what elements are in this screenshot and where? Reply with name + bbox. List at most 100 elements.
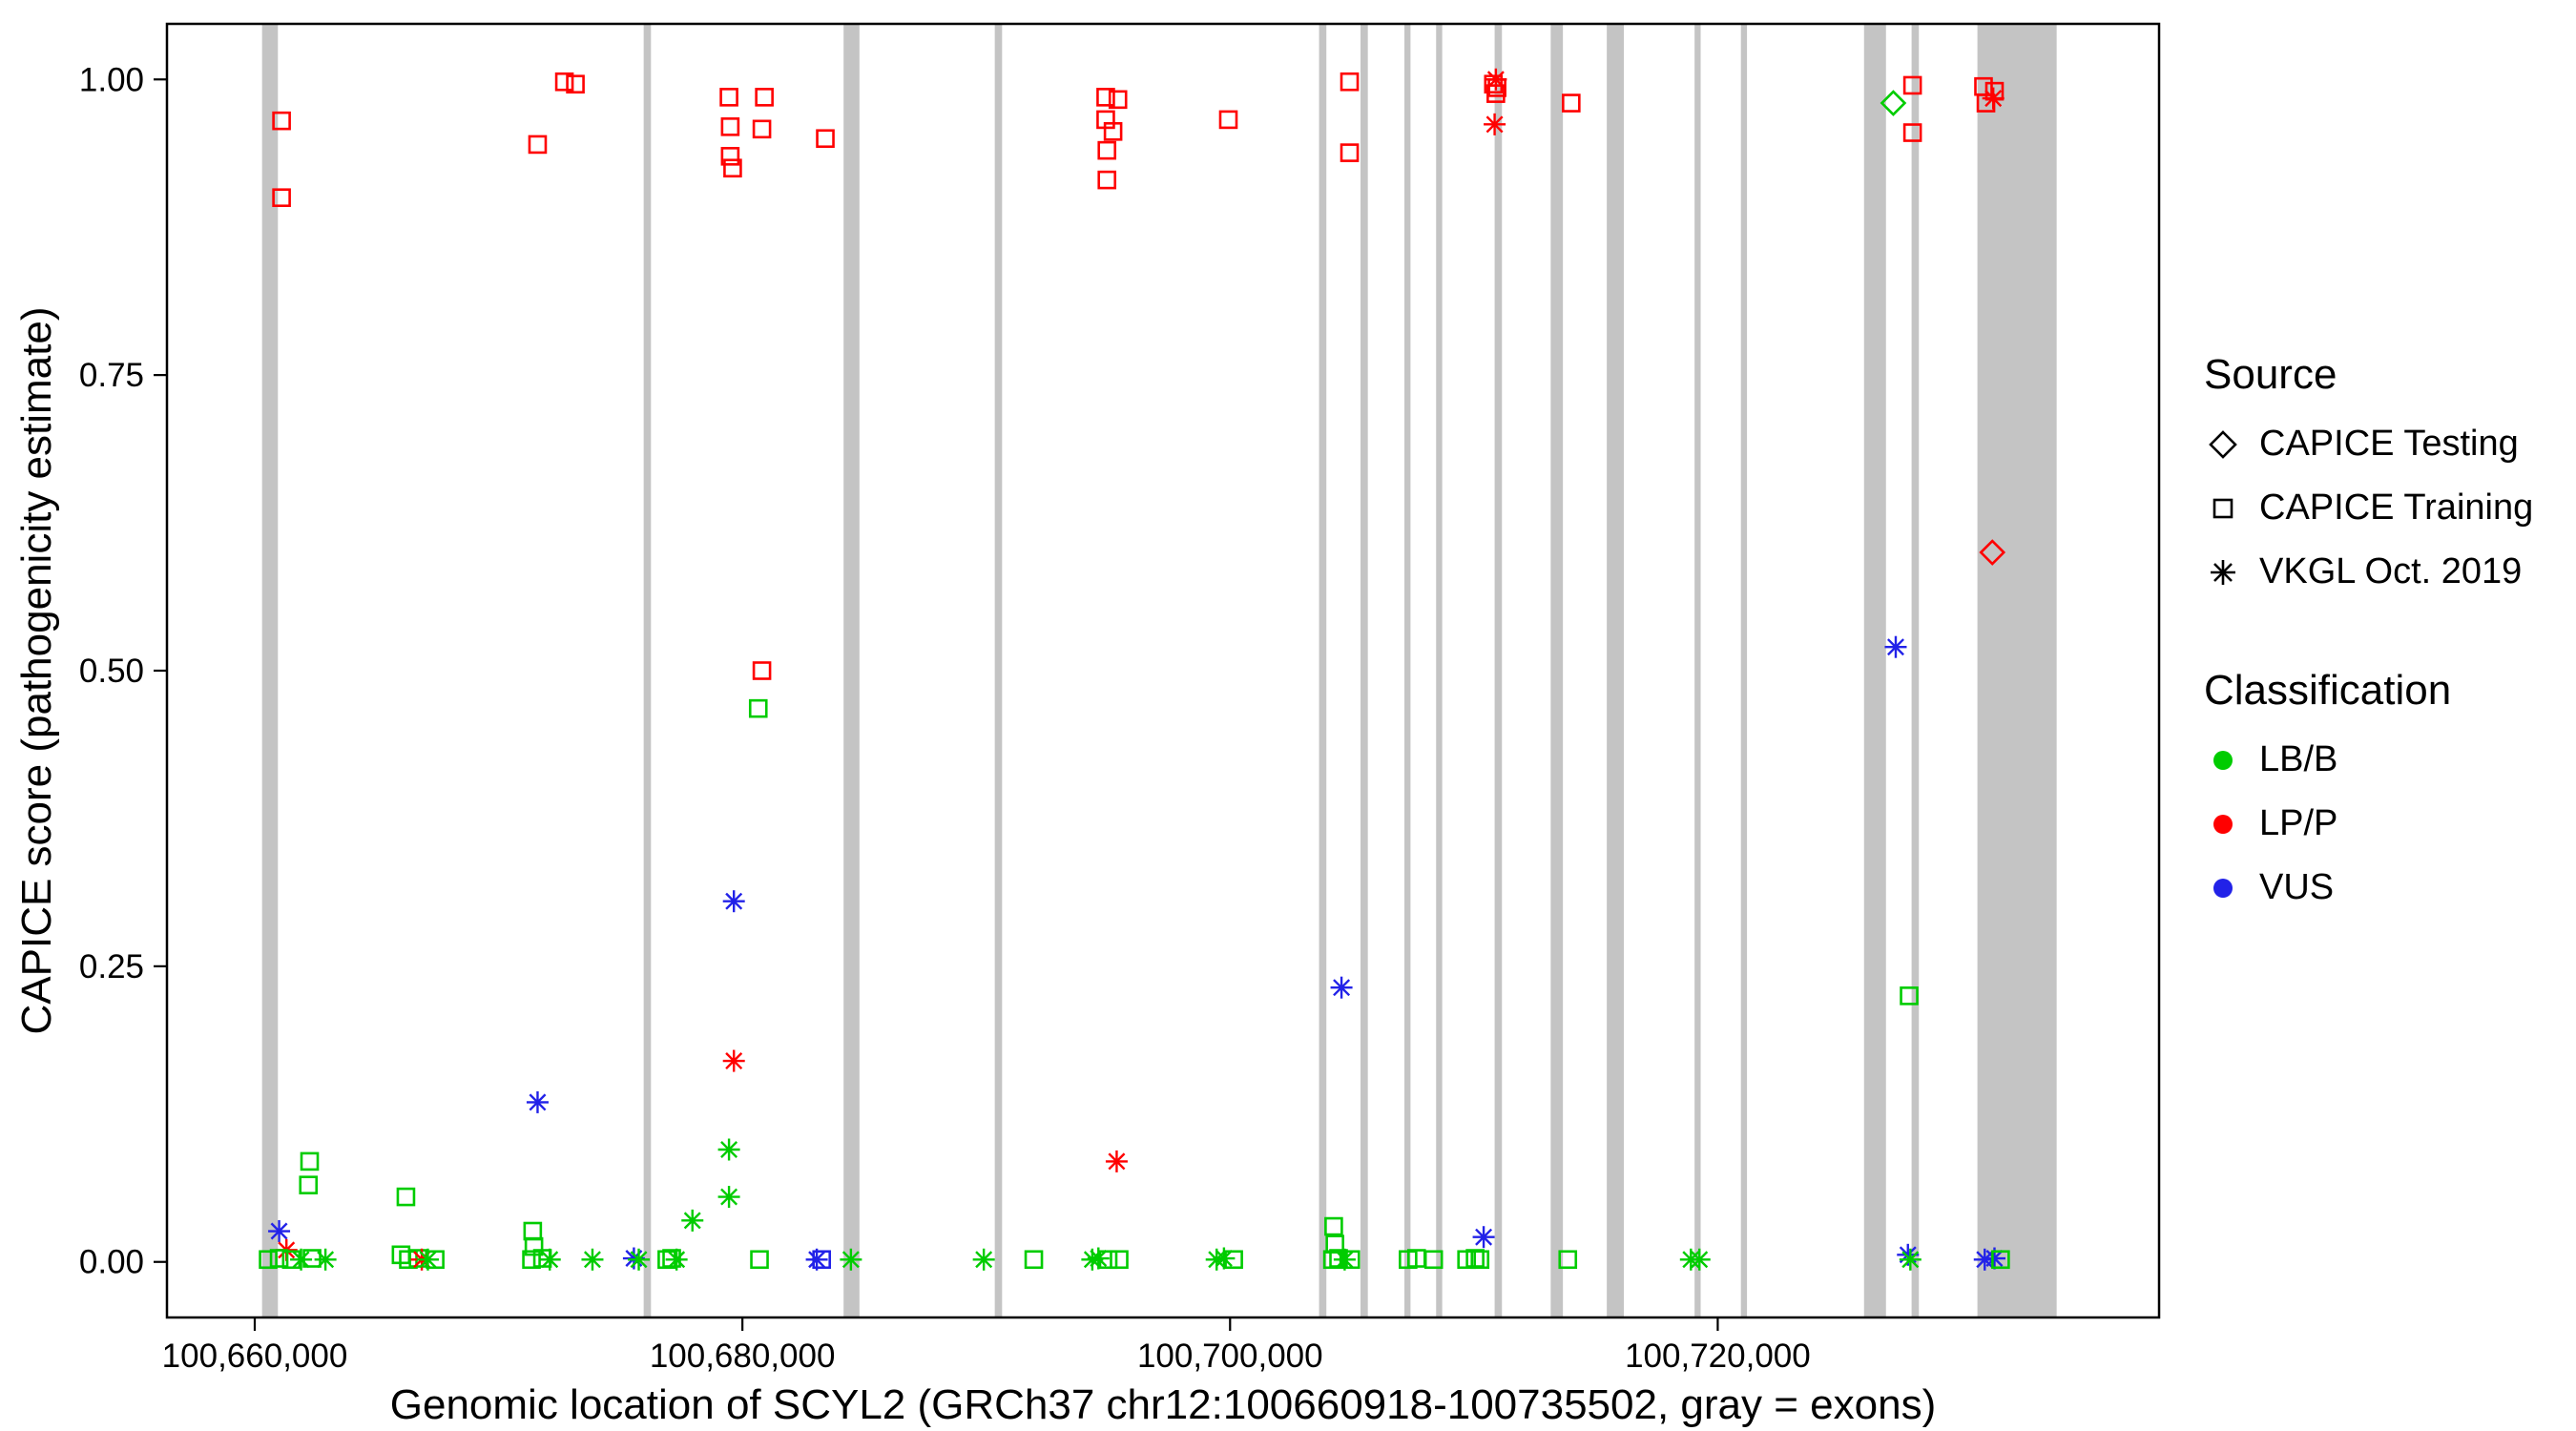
data-point <box>1097 170 1117 190</box>
y-tick-label: 0.75 <box>79 357 144 394</box>
legend-item-vkgl: VKGL Oct. 2019 <box>2204 551 2576 592</box>
data-point <box>816 129 835 149</box>
y-tick-label: 0.25 <box>79 948 144 985</box>
data-point <box>722 1049 745 1072</box>
data-point <box>269 1249 289 1268</box>
legend-item-vus: VUS <box>2204 867 2576 908</box>
data-point <box>1902 123 1922 142</box>
data-point <box>1423 1250 1444 1270</box>
lpp-dot-icon <box>2204 805 2242 843</box>
data-point <box>1982 87 2005 110</box>
data-point <box>752 119 772 139</box>
y-tick-label: 0.50 <box>79 653 144 690</box>
data-point <box>1562 93 1581 113</box>
data-point <box>314 1248 337 1271</box>
data-point <box>1330 976 1353 999</box>
exon-band <box>1977 24 2057 1317</box>
legend-label-lpp: LP/P <box>2259 803 2338 843</box>
data-point <box>748 698 768 718</box>
data-point <box>1224 1250 1243 1270</box>
data-point <box>290 1248 313 1271</box>
legend-classification-title: Classification <box>2204 667 2452 714</box>
data-point <box>523 1221 543 1241</box>
data-point <box>396 1187 416 1207</box>
data-point <box>1213 1247 1236 1270</box>
legend-label-vkgl: VKGL Oct. 2019 <box>2259 551 2523 591</box>
data-point <box>1096 88 1115 107</box>
exon-band <box>261 24 279 1317</box>
data-point <box>1340 72 1360 92</box>
data-point <box>426 1250 445 1270</box>
data-point <box>722 890 745 913</box>
data-point <box>1899 1248 1922 1271</box>
data-point <box>1103 121 1123 141</box>
data-point <box>1340 143 1360 162</box>
y-axis-title: CAPICE score (pathogenicity estimate) <box>13 306 60 1035</box>
data-point <box>1218 110 1238 130</box>
exon-band <box>1319 24 1327 1317</box>
data-point <box>1484 113 1506 135</box>
data-point <box>719 88 738 107</box>
data-point <box>302 1249 322 1268</box>
panel-border <box>165 22 2161 1319</box>
data-point <box>1105 1150 1128 1172</box>
y-tick-label: 0.00 <box>79 1244 144 1281</box>
data-point <box>681 1209 704 1232</box>
exon-band <box>843 24 860 1317</box>
legend-group-classification: Classification LB/B LP/P VUS <box>2204 667 2576 908</box>
data-point <box>720 147 740 166</box>
data-point <box>723 158 742 178</box>
data-point <box>272 188 291 208</box>
exon-band <box>643 24 652 1317</box>
exon-band <box>1550 24 1564 1317</box>
data-point <box>272 111 291 131</box>
legend-label-capice-training: CAPICE Training <box>2259 487 2534 528</box>
legend-group-source: Source CAPICE Testing CAPICE Training <box>2204 351 2576 592</box>
legend-label-lbb: LB/B <box>2259 739 2338 779</box>
data-point <box>300 1151 320 1172</box>
data-point <box>1340 1250 1361 1270</box>
exon-band <box>1740 24 1748 1317</box>
data-point <box>1880 90 1907 116</box>
data-point <box>840 1248 862 1271</box>
data-point <box>1087 1247 1110 1270</box>
data-point <box>1097 140 1117 160</box>
data-point <box>755 88 774 107</box>
data-point <box>538 1248 561 1271</box>
exon-band <box>1361 24 1368 1317</box>
data-point <box>1688 1248 1711 1271</box>
data-point <box>1900 986 1919 1006</box>
exon-band <box>1863 24 1886 1317</box>
data-point <box>268 1220 291 1243</box>
x-tick-label: 100,720,000 <box>1625 1338 1811 1375</box>
data-point <box>526 1090 549 1113</box>
data-point <box>581 1248 604 1271</box>
exon-band <box>1436 24 1443 1317</box>
data-point <box>1470 1250 1490 1270</box>
legend-source-title: Source <box>2204 351 2337 398</box>
data-point <box>1979 539 2006 566</box>
diamond-marker-icon <box>2204 425 2242 464</box>
data-point <box>665 1248 688 1271</box>
legend: Source CAPICE Testing CAPICE Training <box>2204 351 2576 931</box>
data-point <box>752 661 772 680</box>
data-point <box>662 1249 681 1268</box>
data-point <box>1324 1216 1343 1236</box>
x-tick-label: 100,680,000 <box>650 1338 836 1375</box>
asterisk-marker-icon <box>2204 553 2242 591</box>
exon-band <box>1494 24 1503 1317</box>
legend-item-lpp: LP/P <box>2204 803 2576 844</box>
data-point <box>554 72 574 92</box>
legend-label-capice-testing: CAPICE Testing <box>2259 424 2519 464</box>
data-point <box>1110 1250 1129 1270</box>
legend-item-lbb: LB/B <box>2204 739 2576 780</box>
data-point <box>528 135 548 155</box>
data-point <box>628 1248 651 1271</box>
data-point <box>622 1247 645 1270</box>
data-point <box>717 1138 740 1161</box>
square-marker-icon <box>2204 489 2242 528</box>
data-point <box>972 1248 995 1271</box>
legend-item-capice-training: CAPICE Training <box>2204 487 2576 529</box>
data-point <box>1902 75 1922 95</box>
